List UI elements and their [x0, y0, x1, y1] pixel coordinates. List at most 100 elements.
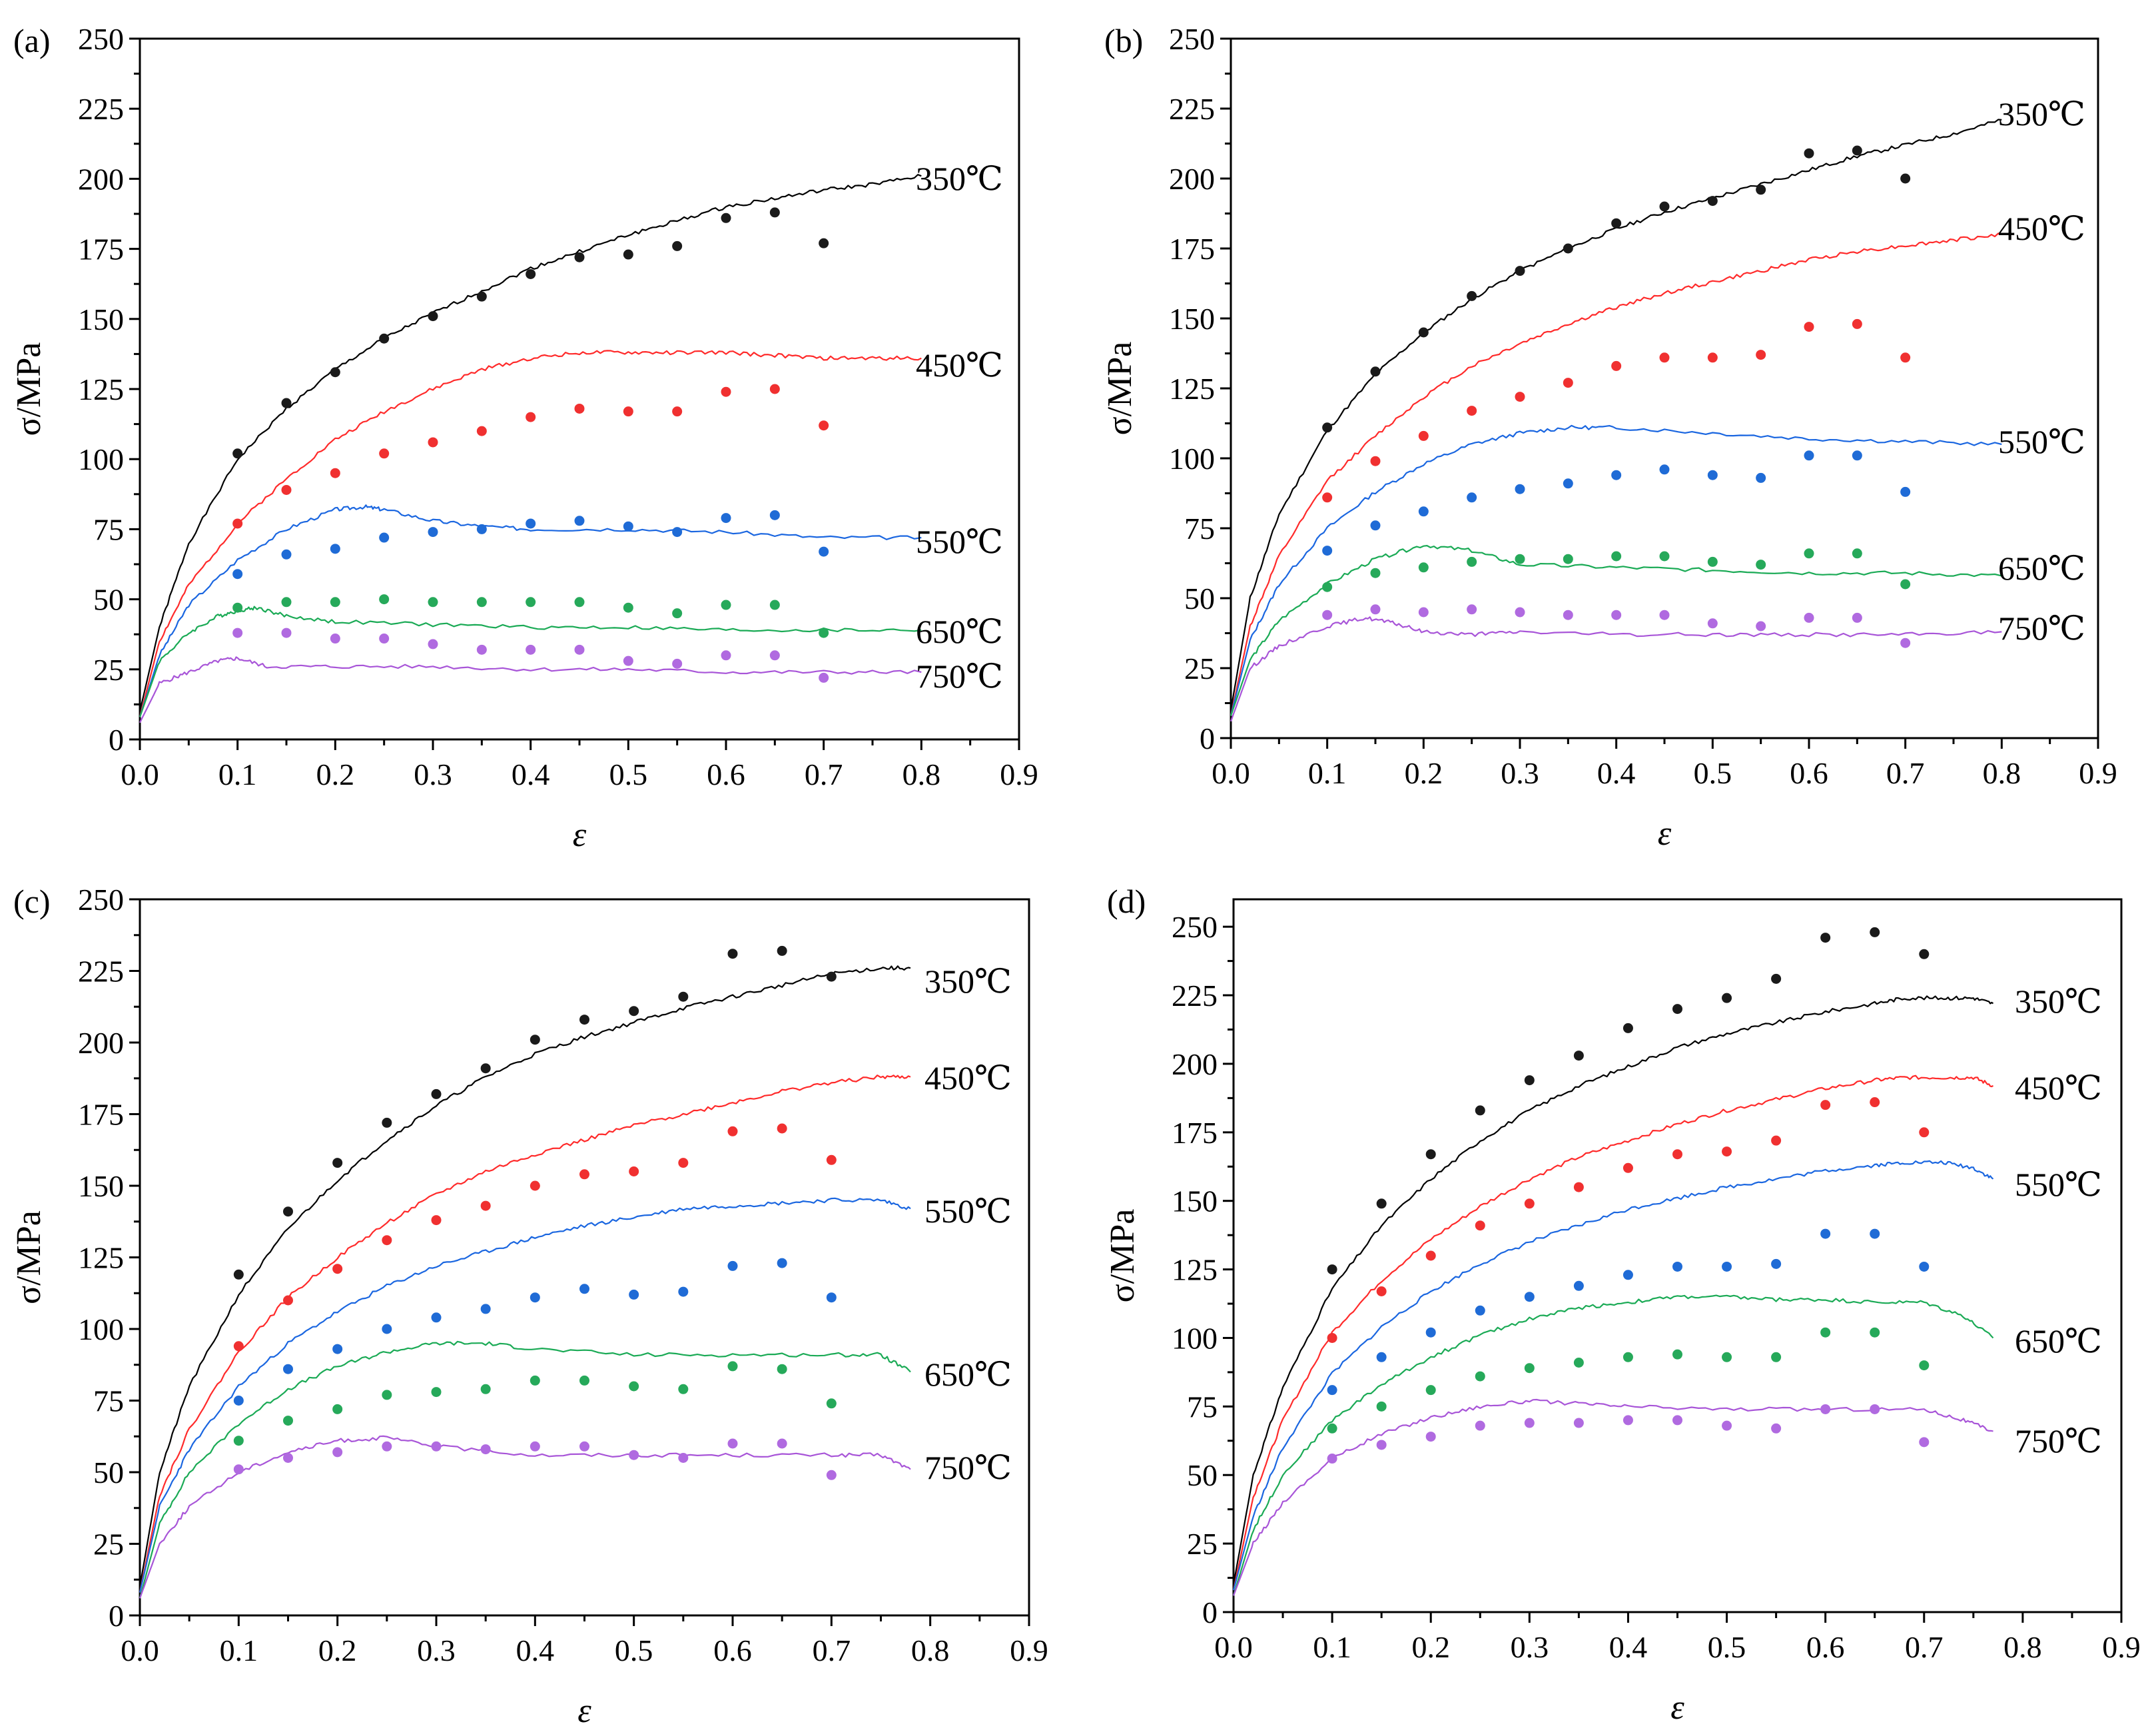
y-tick-label: 50: [1187, 1458, 1218, 1492]
x-tick-label: 0.2: [1411, 1630, 1450, 1664]
y-tick-label: 250: [1169, 22, 1215, 56]
y-tick-label: 200: [78, 1026, 124, 1060]
data-point-750: [1573, 1418, 1584, 1428]
data-point-650: [1370, 568, 1381, 578]
data-point-650: [678, 1384, 689, 1394]
data-point-450: [678, 1158, 689, 1168]
data-point-750: [1475, 1420, 1485, 1431]
data-point-350: [1475, 1105, 1485, 1116]
data-point-450: [1820, 1100, 1831, 1110]
data-point-550: [1919, 1261, 1930, 1272]
y-tick-label: 0: [109, 1599, 124, 1633]
data-point-550: [530, 1292, 540, 1303]
data-point-350: [1852, 145, 1862, 156]
data-point-550: [721, 513, 731, 524]
data-point-350: [579, 1015, 589, 1025]
data-point-450: [1425, 1250, 1436, 1261]
curve-label-350: 350℃: [2015, 983, 2102, 1020]
data-point-450: [1622, 1162, 1633, 1173]
y-tick-label: 100: [78, 1312, 124, 1346]
data-point-550: [233, 1396, 244, 1406]
data-point-550: [332, 1344, 343, 1354]
y-tick-label: 225: [78, 955, 124, 989]
data-point-650: [769, 600, 780, 610]
x-tick-label: 0.1: [1313, 1630, 1351, 1664]
data-point-450: [526, 412, 536, 422]
data-point-750: [1659, 610, 1670, 620]
x-tick-label: 0.1: [1308, 756, 1347, 790]
curve-label-750: 750℃: [2015, 1422, 2102, 1460]
y-tick-label: 50: [1184, 582, 1215, 616]
series-line-650: [139, 606, 922, 717]
data-point-450: [330, 468, 340, 478]
data-point-550: [1707, 470, 1718, 480]
data-point-350: [819, 238, 829, 248]
data-point-650: [1870, 1327, 1880, 1338]
data-point-350: [1370, 366, 1381, 377]
data-point-650: [1659, 551, 1670, 562]
series-line-750: [139, 656, 922, 723]
data-point-550: [526, 518, 536, 529]
x-tick-label: 0.9: [1010, 1633, 1048, 1667]
x-tick-label: 0.8: [902, 757, 941, 791]
data-point-750: [332, 1447, 343, 1458]
data-point-450: [480, 1200, 491, 1211]
x-tick-label: 0.6: [1790, 756, 1828, 790]
data-point-550: [819, 546, 829, 557]
data-point-650: [428, 597, 438, 608]
data-point-350: [1659, 201, 1670, 212]
series-line-350: [139, 174, 922, 712]
x-tick-label: 0.7: [805, 757, 843, 791]
x-tick-label: 0.7: [1905, 1630, 1944, 1664]
data-point-750: [1820, 1404, 1831, 1414]
data-point-450: [1707, 352, 1718, 363]
data-point-350: [826, 971, 837, 982]
data-point-650: [530, 1375, 540, 1386]
data-point-450: [1573, 1182, 1584, 1192]
data-point-750: [1804, 612, 1814, 623]
data-point-450: [1515, 392, 1525, 402]
y-tick-label: 225: [78, 92, 124, 126]
data-point-450: [283, 1295, 293, 1306]
y-tick-label: 150: [1172, 1184, 1218, 1218]
data-point-750: [579, 1441, 589, 1452]
data-point-350: [1563, 243, 1573, 254]
series-line-750: [1232, 1398, 1993, 1596]
data-point-750: [1722, 1420, 1732, 1431]
y-tick-label: 75: [1184, 512, 1215, 546]
data-point-350: [526, 268, 536, 279]
data-point-450: [1722, 1146, 1732, 1157]
data-point-550: [574, 516, 585, 526]
data-point-350: [330, 367, 340, 378]
data-point-550: [1573, 1280, 1584, 1291]
data-point-350: [530, 1035, 540, 1045]
data-point-650: [1515, 554, 1525, 564]
data-point-550: [1659, 464, 1670, 475]
data-point-750: [678, 1453, 689, 1463]
x-tick-label: 0.8: [911, 1633, 950, 1667]
data-point-550: [1418, 506, 1429, 517]
x-tick-label: 0.0: [121, 757, 159, 791]
data-point-450: [727, 1126, 738, 1136]
data-point-650: [1563, 554, 1573, 564]
plot-frame: [1230, 37, 2099, 739]
y-tick-label: 0: [1200, 721, 1215, 755]
data-point-450: [623, 406, 633, 417]
data-point-650: [476, 597, 487, 608]
y-tick-label: 0: [1202, 1595, 1218, 1629]
curve-label-750: 750℃: [916, 657, 1003, 695]
data-point-350: [1900, 173, 1911, 184]
series-line-550: [1230, 424, 2002, 716]
x-tick-label: 0.1: [218, 757, 257, 791]
data-point-450: [1804, 322, 1814, 332]
data-point-350: [629, 1006, 639, 1017]
x-axis-title: ε: [1658, 815, 1672, 853]
data-point-350: [428, 311, 438, 322]
data-point-650: [233, 1436, 244, 1446]
data-point-650: [379, 594, 390, 605]
x-tick-label: 0.1: [220, 1633, 258, 1667]
data-point-550: [1376, 1352, 1387, 1362]
series-line-750: [139, 1435, 911, 1599]
data-point-350: [1707, 196, 1718, 207]
